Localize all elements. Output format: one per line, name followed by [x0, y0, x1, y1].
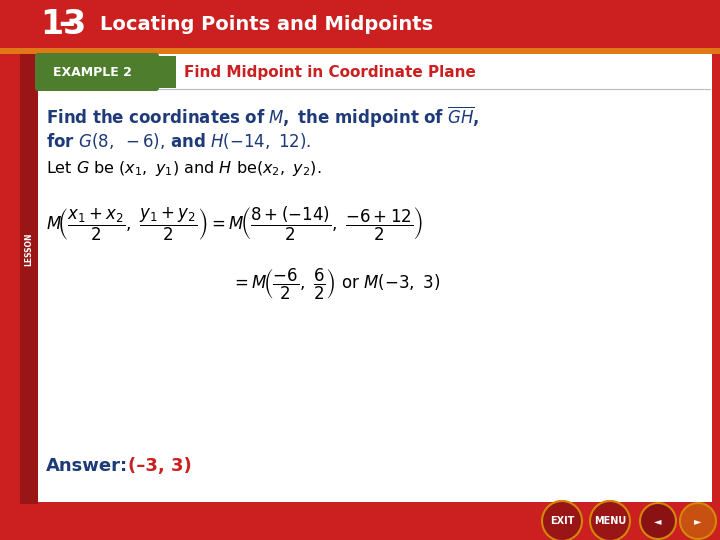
Circle shape [590, 501, 630, 540]
Text: ►: ► [694, 516, 702, 526]
FancyBboxPatch shape [35, 53, 159, 91]
Text: Answer:: Answer: [46, 457, 128, 475]
Text: Let $G$ be $\left(x_1,\ y_1\right)$ and $H$ be$\left(x_2,\ y_2\right)$.: Let $G$ be $\left(x_1,\ y_1\right)$ and … [46, 159, 321, 179]
Text: 1: 1 [40, 8, 63, 40]
Circle shape [542, 501, 582, 540]
Text: $M\!\left(\dfrac{x_1+x_2}{2},\ \dfrac{y_1+y_2}{2}\right)= M\!\left(\dfrac{8+(-14: $M\!\left(\dfrac{x_1+x_2}{2},\ \dfrac{y_… [46, 205, 423, 243]
Text: EXAMPLE 2: EXAMPLE 2 [53, 65, 132, 78]
Text: Find Midpoint in Coordinate Plane: Find Midpoint in Coordinate Plane [184, 64, 476, 79]
FancyBboxPatch shape [20, 54, 38, 504]
Text: $\mathbf{for}$ $G(8,\ -6)$, $\mathbf{and}$ $H(-14,\ 12)$.: $\mathbf{for}$ $G(8,\ -6)$, $\mathbf{and… [46, 131, 312, 151]
Text: 3: 3 [63, 8, 86, 40]
Polygon shape [146, 56, 176, 88]
Text: $= M\!\left(\dfrac{-6}{2},\ \dfrac{6}{2}\right)\ \mathrm{or}\ M(-3,\ 3)$: $= M\!\left(\dfrac{-6}{2},\ \dfrac{6}{2}… [231, 266, 441, 302]
Circle shape [640, 503, 676, 539]
FancyBboxPatch shape [0, 48, 720, 54]
Text: –: – [58, 8, 75, 40]
Text: $\mathbf{Find\ the\ coordinates\ of}$ $\mathit{M}$$\mathbf{,\ the\ midpoint\ of\: $\mathbf{Find\ the\ coordinates\ of}$ $\… [46, 104, 480, 130]
Text: EXIT: EXIT [550, 516, 574, 526]
FancyBboxPatch shape [20, 54, 712, 504]
Text: MENU: MENU [594, 516, 626, 526]
FancyBboxPatch shape [0, 502, 720, 540]
Circle shape [680, 503, 716, 539]
Text: ◄: ◄ [654, 516, 662, 526]
Text: Locating Points and Midpoints: Locating Points and Midpoints [100, 15, 433, 33]
FancyBboxPatch shape [0, 0, 720, 48]
Text: (–3, 3): (–3, 3) [128, 457, 192, 475]
Text: LESSON: LESSON [24, 232, 34, 266]
